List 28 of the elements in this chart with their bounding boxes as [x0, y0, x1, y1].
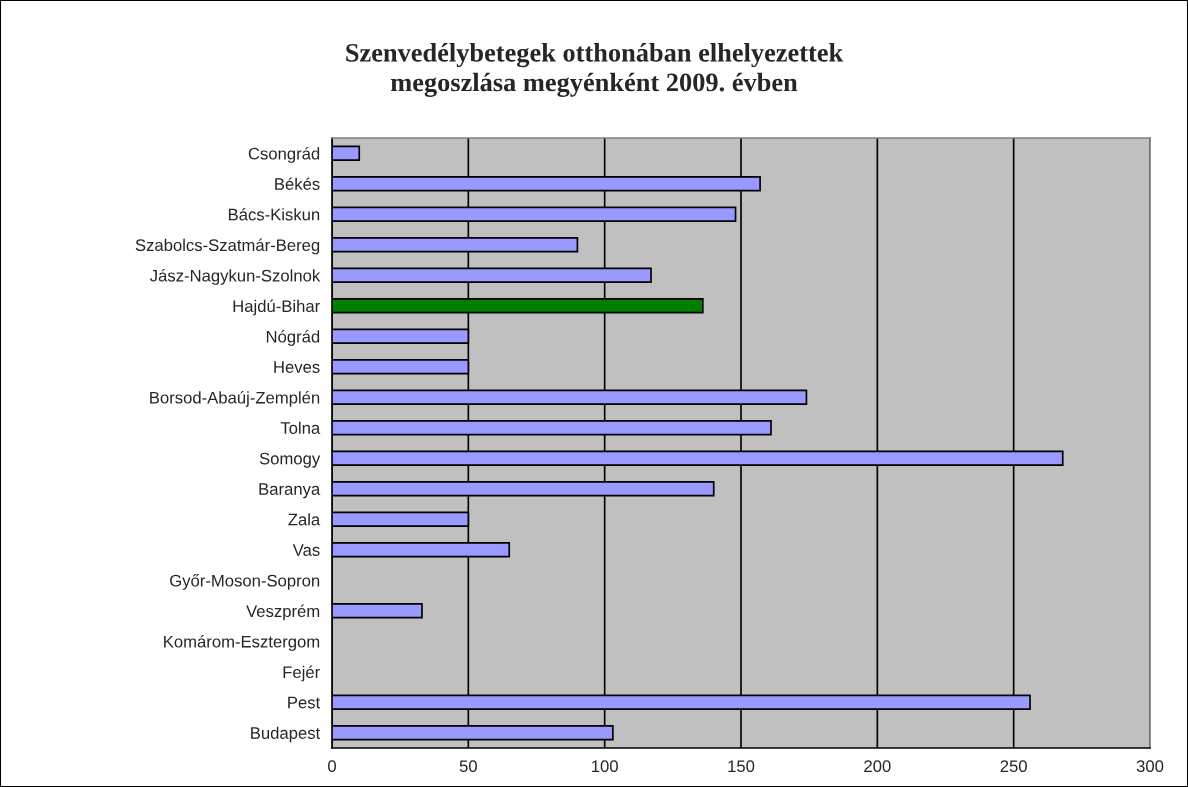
y-tick-label: Győr-Moson-Sopron [170, 574, 320, 590]
x-tick-label: 200 [864, 760, 891, 773]
y-tick-label: Komárom-Esztergom [164, 635, 320, 651]
y-tick-label: Szabolcs-Szatmár-Bereg [135, 238, 320, 255]
y-tick-label: Zala [288, 513, 321, 526]
chart-title: Szenvedélybetegek otthonában elhelyezettek megoszlása megyénként 2009. évben [346, 43, 844, 97]
y-tick-label: Nógrád [266, 330, 320, 346]
y-tick-label: Pest [288, 696, 321, 709]
y-tick-label: Veszprém [246, 604, 320, 621]
y-tick-label: Baranya [259, 483, 321, 499]
y-tick-label: Bács-Kiskun [228, 208, 320, 221]
y-tick-label: Békés [275, 177, 320, 190]
y-tick-label: Borsod-Abaúj-Zemplén [150, 391, 320, 407]
x-tick-label: 50 [459, 760, 477, 773]
y-tick-label: Budapest [251, 726, 321, 743]
y-tick-label: Hajdú-Bihar [233, 299, 320, 316]
y-tick-label: Csongrád [248, 147, 320, 163]
x-tick-label: 250 [1000, 760, 1027, 773]
x-tick-label: 100 [592, 760, 618, 773]
x-tick-label: 150 [728, 760, 755, 773]
y-tick-label: Tolna [280, 421, 321, 434]
x-tick-label: 300 [1136, 760, 1164, 773]
x-tick-label: 0 [328, 760, 336, 773]
y-tick-label: Heves [274, 361, 320, 373]
y-tick-label: Jász-Nagykun-Szolnok [150, 269, 321, 285]
y-tick-label: Somogy [259, 452, 321, 468]
y-tick-label: Fejér [283, 665, 320, 682]
y-tick-label: Vas [292, 544, 320, 556]
